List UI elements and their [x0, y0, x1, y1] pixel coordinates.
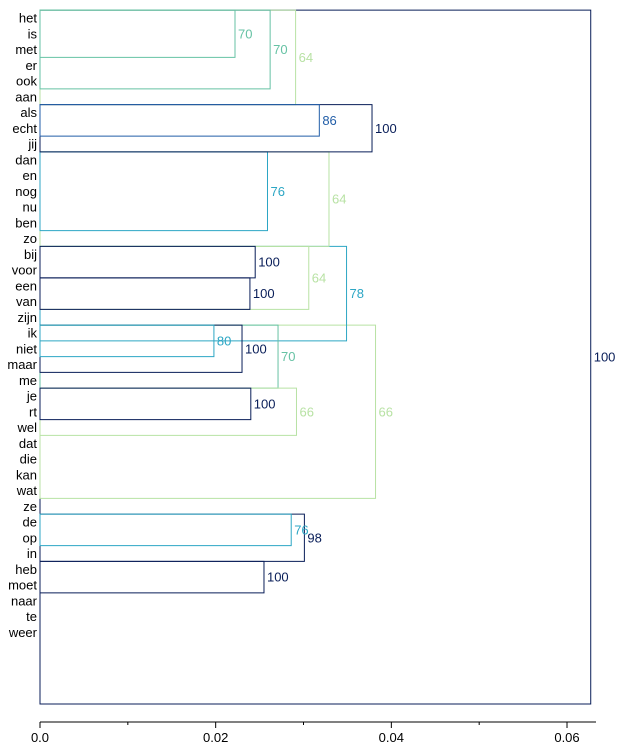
cluster-score-label: 76: [294, 522, 308, 537]
x-tick-label: 0.02: [203, 730, 228, 745]
cluster-score-label: 70: [281, 349, 295, 364]
x-tick-label: 0.06: [554, 730, 579, 745]
leaf-label: is: [28, 26, 38, 41]
cluster-score-label: 64: [332, 192, 346, 207]
leaf-label: in: [27, 546, 37, 561]
leaf-label: niet: [16, 341, 37, 356]
cluster-score-label: 100: [267, 570, 289, 585]
leaf-label: die: [20, 452, 37, 467]
cluster-score-label: 100: [245, 341, 267, 356]
cluster-box: [39, 513, 305, 562]
leaf-label: me: [19, 373, 37, 388]
cluster-box: [39, 324, 243, 373]
cluster-box: [39, 151, 268, 232]
leaf-label: aan: [15, 89, 37, 104]
cluster-score-label: 100: [258, 255, 280, 270]
cluster-box: [39, 245, 348, 342]
leaf-label: het: [19, 11, 37, 26]
leaf-label: nu: [23, 200, 37, 215]
leaf-label: kan: [16, 467, 37, 482]
leaf-label: van: [16, 294, 37, 309]
leaf-label: een: [15, 278, 37, 293]
leaf-label: ik: [28, 326, 38, 341]
leaf-label: naar: [11, 593, 38, 608]
leaf-label: ze: [23, 499, 37, 514]
cluster-score-label: 86: [322, 113, 336, 128]
cluster-score-label: 100: [253, 286, 275, 301]
leaf-label: bij: [24, 247, 37, 262]
leaf-label: en: [23, 168, 37, 183]
leaf-label: als: [20, 105, 37, 120]
cluster-score-label: 66: [379, 404, 393, 419]
cluster-score-label: 70: [273, 42, 287, 57]
leaf-labels: hetismeterookaanalsechtjijdanennognubenz…: [7, 11, 37, 640]
leaf-label: te: [26, 609, 37, 624]
cluster-box: [39, 9, 236, 58]
cluster-score-label: 64: [299, 50, 313, 65]
leaf-label: dat: [19, 436, 37, 451]
leaf-label: heb: [15, 562, 37, 577]
cluster-box: [39, 324, 215, 358]
cluster-box: [39, 324, 377, 499]
leaf-label: op: [23, 530, 37, 545]
x-tick-label: 0.0: [31, 730, 49, 745]
leaf-label: ook: [16, 74, 37, 89]
leaf-label: zijn: [17, 310, 37, 325]
cluster-score-label: 80: [217, 333, 231, 348]
leaf-label: je: [26, 389, 37, 404]
cluster-score-label: 76: [270, 184, 284, 199]
leaf-label: nog: [15, 184, 37, 199]
leaf-label: met: [15, 42, 37, 57]
leaf-label: er: [25, 58, 37, 73]
leaf-label: moet: [8, 578, 37, 593]
cluster-box: [39, 104, 320, 137]
cluster-box: [39, 560, 265, 594]
leaf-label: wel: [16, 420, 37, 435]
cluster-score-label: 98: [307, 530, 321, 545]
cluster-boxes: 100 66 78 64 64 70 76 64 70 100 98 66 100 70 86 76 100 10…: [39, 9, 616, 705]
cluster-box: [39, 9, 271, 90]
cluster-score-label: 64: [312, 270, 326, 285]
cluster-box: [39, 277, 251, 310]
leaf-label: dan: [15, 152, 37, 167]
x-axis: 0.0 0.02 0.04 0.06: [31, 721, 596, 745]
leaf-label: ben: [15, 215, 37, 230]
cluster-box: [39, 104, 373, 153]
cluster-box: [39, 151, 330, 247]
cluster-box: [39, 387, 297, 436]
leaf-label: weer: [8, 625, 38, 640]
cluster-box: [39, 387, 252, 421]
leaf-label: voor: [12, 263, 38, 278]
leaf-label: zo: [23, 231, 37, 246]
leaf-label: rt: [29, 404, 37, 419]
leaf-label: wat: [16, 483, 38, 498]
cluster-score-label: 70: [238, 26, 252, 41]
leaf-label: echt: [12, 121, 37, 136]
cluster-score-label: 100: [594, 350, 616, 365]
cluster-score-label: 100: [254, 396, 276, 411]
cluster-box: [39, 245, 256, 279]
x-tick-label: 0.04: [379, 730, 404, 745]
leaf-label: jij: [27, 137, 37, 152]
cluster-score-label: 100: [375, 121, 397, 136]
leaf-label: de: [23, 515, 37, 530]
cluster-box: [39, 513, 292, 547]
cluster-score-label: 78: [350, 286, 364, 301]
cluster-score-label: 66: [299, 404, 313, 419]
leaf-label: maar: [7, 357, 37, 372]
